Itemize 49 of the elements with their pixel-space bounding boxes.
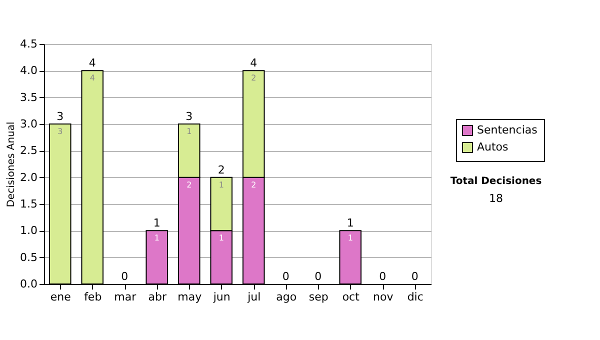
data-label: 2 <box>251 180 256 190</box>
data-label: 2 <box>186 180 192 190</box>
legend-label: Sentencias <box>477 124 538 136</box>
data-label: 2 <box>251 74 256 83</box>
x-tick-label: sep <box>308 290 328 304</box>
y-tick-label: 1.0 <box>20 224 38 238</box>
y-tick-label: 2.0 <box>20 170 38 184</box>
text: 18 <box>489 192 503 205</box>
data-label: 3 <box>58 127 63 136</box>
x-tick-label: oct <box>342 290 360 304</box>
x-tick-label: nov <box>373 290 394 304</box>
y-tick-label: 1.5 <box>20 198 38 210</box>
total-label: 4 <box>250 56 258 70</box>
total-label: 2 <box>218 163 225 176</box>
data-label: 1 <box>154 234 160 243</box>
total-label: 0 <box>282 270 290 283</box>
data-label: 1 <box>186 127 192 136</box>
data-label: 1 <box>218 180 224 190</box>
text: Total Decisiones <box>450 176 542 187</box>
legend-label: Autos <box>477 140 509 154</box>
data-label: 1 <box>348 234 353 243</box>
y-axis-title: Decisiones Anual <box>6 122 18 208</box>
total-label: 3 <box>186 110 193 123</box>
total-label: 1 <box>346 216 354 230</box>
total-label: 0 <box>314 270 322 283</box>
y-tick-label: 3.0 <box>20 118 38 130</box>
total-label: 0 <box>411 270 418 283</box>
y-tick-label: 0.5 <box>20 250 38 264</box>
x-tick-label: jul <box>246 290 261 304</box>
total-label: 3 <box>56 110 64 123</box>
y-tick-label: 3.5 <box>20 90 38 104</box>
x-tick-label: abr <box>148 290 167 304</box>
y-tick-label: 2.5 <box>20 144 38 158</box>
y-tick-label: 4.0 <box>20 64 38 78</box>
x-tick-label: ene <box>50 290 72 304</box>
y-tick-label: 4.5 <box>20 38 38 50</box>
x-tick-label: jun <box>212 290 230 304</box>
total-label: 4 <box>88 56 96 70</box>
total-label: 1 <box>153 216 160 230</box>
x-tick-label: feb <box>84 290 102 304</box>
x-tick-label: dic <box>407 290 424 304</box>
y-tick-label: 0.0 <box>20 278 38 290</box>
data-label: 1 <box>218 234 224 243</box>
total-label: 0 <box>121 270 128 283</box>
x-tick-label: may <box>178 290 202 304</box>
total-label: 0 <box>379 270 386 283</box>
x-tick-label: mar <box>114 290 137 304</box>
x-tick-label: ago <box>276 290 297 304</box>
data-label: 4 <box>90 74 95 83</box>
